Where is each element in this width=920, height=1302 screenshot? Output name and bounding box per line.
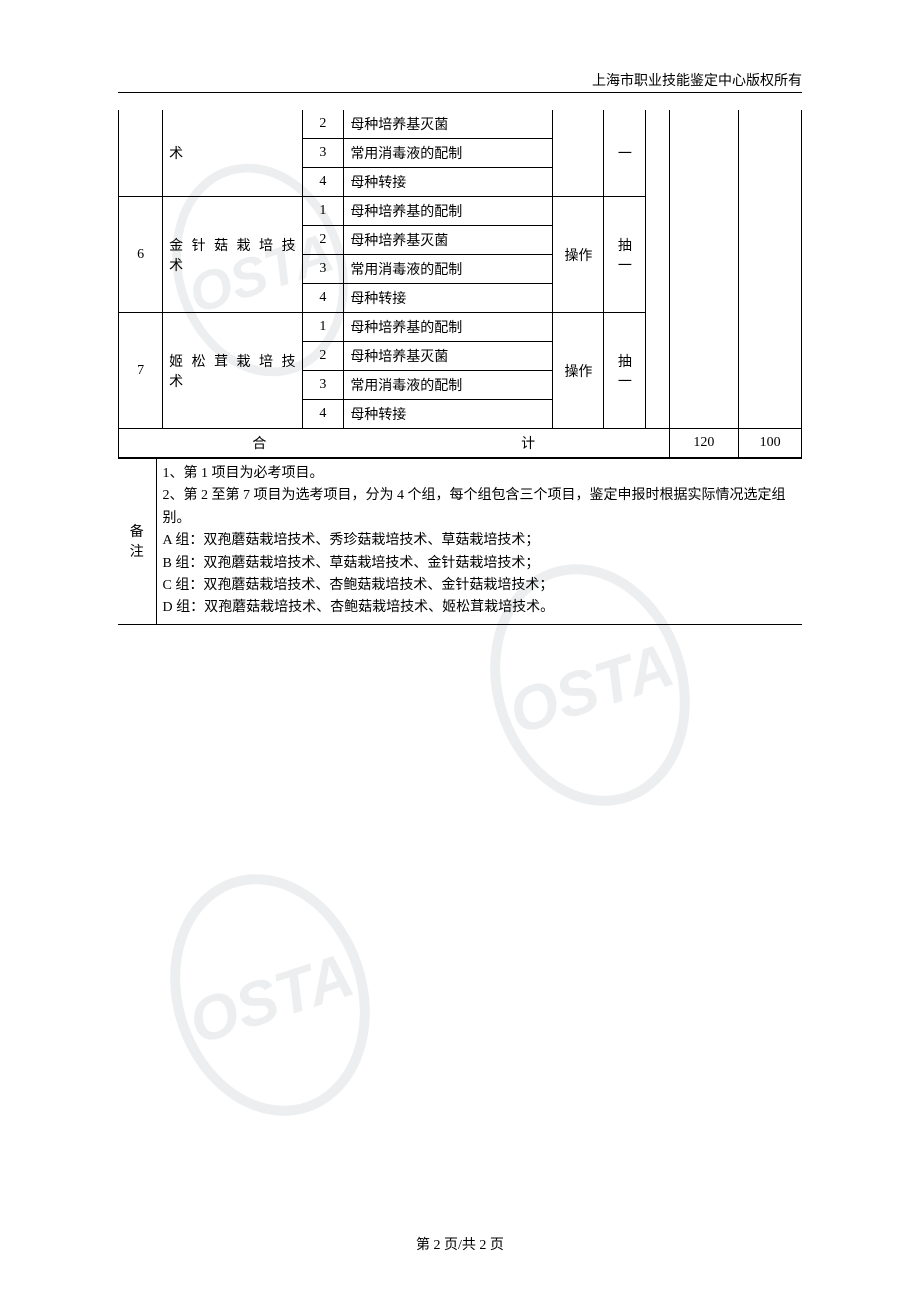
total-score: 100: [739, 429, 802, 458]
group-name: 姬松茸栽培技术: [163, 313, 302, 429]
sub-number: 4: [302, 284, 344, 313]
selection-label: 抽一: [604, 313, 646, 429]
remark-line: A 组：双孢蘑菇栽培技术、秀珍菇栽培技术、草菇栽培技术；: [163, 530, 797, 552]
sub-number: 3: [302, 139, 344, 168]
sub-desc: 母种培养基灭菌: [344, 226, 553, 255]
sub-desc: 母种转接: [344, 284, 553, 313]
sub-desc: 母种培养基灭菌: [344, 110, 553, 139]
main-table: 术2母种培养基灭菌一3常用消毒液的配制4母种转接6金针菇栽培技术1母种培养基的配…: [118, 110, 802, 458]
sub-number: 1: [302, 313, 344, 342]
group-name: 金针菇栽培技术: [163, 197, 302, 313]
selection-label: 一: [604, 110, 646, 197]
blank-cell: [646, 110, 669, 429]
sub-desc: 母种转接: [344, 400, 553, 429]
sub-desc: 母种培养基的配制: [344, 313, 553, 342]
remark-line: B 组：双孢蘑菇栽培技术、草菇栽培技术、金针菇栽培技术；: [163, 553, 797, 575]
svg-text:OSTA: OSTA: [181, 941, 362, 1058]
remark-table: 备注 1、第 1 项目为必考项目。2、第 2 至第 7 项目为选考项目，分为 4…: [118, 458, 802, 625]
operation-label: 操作: [553, 313, 604, 429]
sub-desc: 常用消毒液的配制: [344, 255, 553, 284]
sub-number: 1: [302, 197, 344, 226]
watermark-osta-3: OSTA: [170, 870, 370, 1120]
page-header-copyright: 上海市职业技能鉴定中心版权所有: [592, 70, 802, 90]
remark-content: 1、第 1 项目为必考项目。2、第 2 至第 7 项目为选考项目，分为 4 个组…: [156, 459, 802, 625]
time-cell: [669, 110, 739, 429]
sub-number: 3: [302, 371, 344, 400]
svg-text:OSTA: OSTA: [501, 631, 682, 748]
group-number: 7: [119, 313, 163, 429]
sub-number: 2: [302, 226, 344, 255]
sub-number: 4: [302, 168, 344, 197]
total-row: 合计120100: [119, 429, 802, 458]
group-number: [119, 110, 163, 197]
total-time: 120: [669, 429, 739, 458]
sub-number: 3: [302, 255, 344, 284]
remark-row: 备注 1、第 1 项目为必考项目。2、第 2 至第 7 项目为选考项目，分为 4…: [118, 459, 802, 625]
sub-desc: 母种培养基灭菌: [344, 342, 553, 371]
total-label: 合计: [119, 429, 670, 458]
content-area: 术2母种培养基灭菌一3常用消毒液的配制4母种转接6金针菇栽培技术1母种培养基的配…: [118, 110, 802, 625]
remark-label: 备注: [118, 459, 156, 625]
remark-line: D 组：双孢蘑菇栽培技术、杏鲍菇栽培技术、姬松茸栽培技术。: [163, 597, 797, 619]
operation-label: [553, 110, 604, 197]
score-cell: [739, 110, 802, 429]
remark-line: 2、第 2 至第 7 项目为选考项目，分为 4 个组，每个组包含三个项目，鉴定申…: [163, 485, 797, 530]
sub-number: 2: [302, 110, 344, 139]
selection-label: 抽一: [604, 197, 646, 313]
header-underline: [118, 92, 802, 93]
group-number: 6: [119, 197, 163, 313]
table-row: 术2母种培养基灭菌一: [119, 110, 802, 139]
operation-label: 操作: [553, 197, 604, 313]
sub-number: 4: [302, 400, 344, 429]
remark-line: C 组：双孢蘑菇栽培技术、杏鲍菇栽培技术、金针菇栽培技术；: [163, 575, 797, 597]
page-footer: 第 2 页/共 2 页: [0, 1234, 920, 1254]
sub-desc: 常用消毒液的配制: [344, 371, 553, 400]
sub-desc: 母种转接: [344, 168, 553, 197]
sub-number: 2: [302, 342, 344, 371]
sub-desc: 母种培养基的配制: [344, 197, 553, 226]
remark-line: 1、第 1 项目为必考项目。: [163, 463, 797, 485]
sub-desc: 常用消毒液的配制: [344, 139, 553, 168]
group-name: 术: [163, 110, 302, 197]
